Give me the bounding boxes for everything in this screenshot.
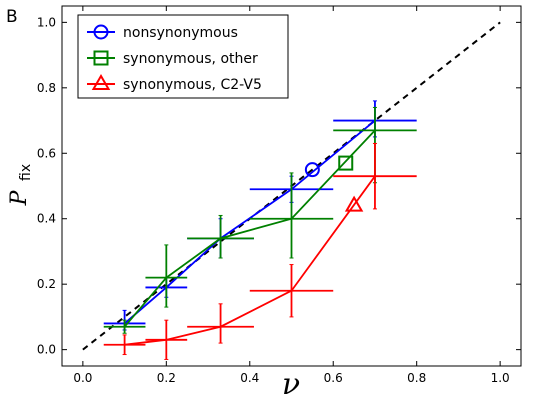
series-line (124, 119, 376, 325)
summary-circle-marker (304, 162, 320, 178)
x-tick-label: 0.6 (324, 371, 343, 385)
plot-frame (61, 5, 522, 367)
legend-triangle-marker (91, 73, 111, 90)
series-group (103, 100, 417, 360)
y-tick-marks: 0.0 0.2 0.4 0.6 0.8 1.0 (37, 15, 521, 357)
y-axis-label-main: P (7, 189, 32, 206)
legend-square-marker (93, 50, 109, 66)
series-synonymous-c2-v5 (103, 142, 417, 360)
legend-label-nonsynonymous: nonsynonymous (123, 25, 238, 41)
series-line (124, 175, 376, 346)
x-tick-label: 0.8 (407, 371, 426, 385)
x-tick-marks: 0.0 0.2 0.4 0.6 0.8 1.0 (73, 6, 510, 385)
y-tick-label: 0.2 (37, 277, 56, 291)
y-tick-label: 0.8 (37, 81, 56, 95)
legend-entry-synonymous-c2-v5: synonymous, C2-V5 (87, 73, 262, 93)
y-tick-label: 0.4 (37, 212, 56, 226)
summary-triangle-marker (344, 195, 364, 212)
series-line (123, 129, 376, 328)
legend: nonsynonymous synonymous, other synonymo… (77, 14, 289, 99)
x-axis-label: ν (282, 367, 300, 402)
series-synonymous-other (103, 106, 417, 334)
y-tick-label: 1.0 (37, 15, 56, 29)
x-tick-label: 0.0 (73, 371, 92, 385)
x-tick-label: 0.2 (157, 371, 176, 385)
x-tick-label: 0.4 (240, 371, 259, 385)
y-axis-label-subscript: fix (18, 164, 34, 181)
x-tick-label: 1.0 (491, 371, 510, 385)
legend-label-synonymous-c2-v5: synonymous, C2-V5 (123, 77, 262, 93)
panel-label: B (6, 7, 18, 27)
legend-circle-marker (93, 24, 109, 40)
y-axis-label: P fix (7, 164, 34, 207)
legend-entry-synonymous-other: synonymous, other (87, 50, 258, 67)
legend-entry-nonsynonymous: nonsynonymous (87, 24, 238, 41)
summary-square-marker (338, 155, 354, 171)
y-tick-label: 0.0 (37, 343, 56, 357)
legend-label-synonymous-other: synonymous, other (123, 51, 258, 67)
y-tick-label: 0.6 (37, 146, 56, 160)
